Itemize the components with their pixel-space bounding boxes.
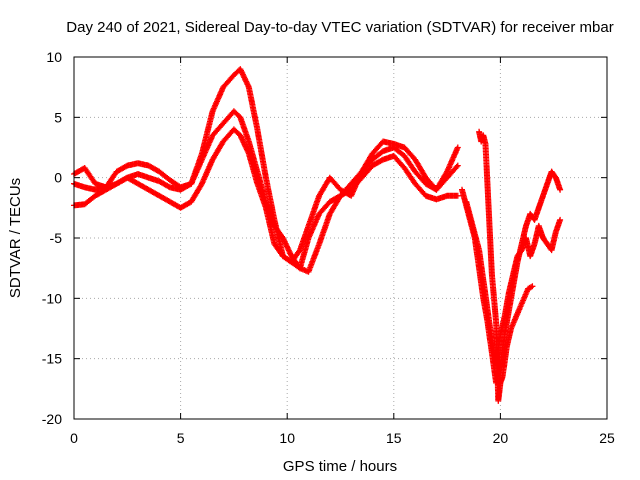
y-tick-label: -5 [50, 230, 63, 246]
x-tick-label: 10 [279, 430, 295, 446]
series-markers [476, 128, 536, 404]
series-track-6 [476, 128, 536, 404]
x-tick-label: 5 [177, 430, 185, 446]
x-tick-label: 15 [386, 430, 402, 446]
x-tick-label: 25 [599, 430, 615, 446]
y-tick-label: 5 [54, 109, 62, 125]
grid [74, 57, 607, 419]
y-tick-label: 0 [54, 170, 62, 186]
y-tick-label: -15 [42, 351, 62, 367]
data-points [71, 66, 564, 404]
x-tick-label: 20 [493, 430, 509, 446]
y-tick-label: -10 [42, 290, 62, 306]
y-tick-label: 10 [46, 49, 62, 65]
x-tick-label: 0 [70, 430, 78, 446]
x-axis-label: GPS time / hours [283, 458, 397, 475]
chart-title: Day 240 of 2021, Sidereal Day-to-day VTE… [66, 19, 613, 36]
y-tick-label: -20 [42, 411, 62, 427]
y-axis-label: SDTVAR / TECUs [7, 178, 24, 298]
axis-ticks: 0 5 10 15 20 25 -20 -15 -10 -5 0 5 10 [42, 49, 615, 446]
